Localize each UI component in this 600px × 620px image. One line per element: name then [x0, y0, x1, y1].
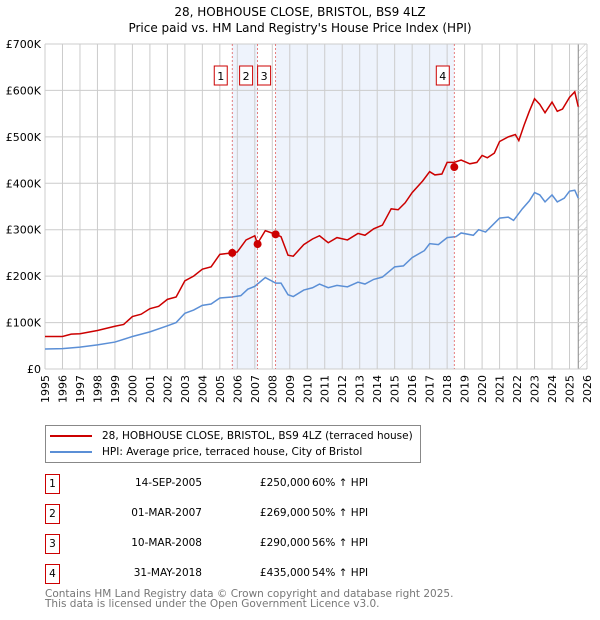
y-tick-label: £700K [6, 38, 42, 51]
sale-row: 4 31-MAY-2018 £435,000 54% ↑ HPI [45, 564, 465, 584]
y-tick-label: £600K [6, 84, 42, 97]
sale-row: 3 10-MAR-2008 £290,000 56% ↑ HPI [45, 534, 465, 554]
price-chart: 28, HOBHOUSE CLOSE, BRISTOL, BS9 4LZ Pri… [6, 5, 594, 403]
y-tick-label: £0 [27, 363, 41, 376]
shaded-range [275, 44, 455, 369]
sale-price: £269,000 [259, 507, 310, 519]
x-tick-label: 2017 [424, 375, 437, 403]
chart-title: 28, HOBHOUSE CLOSE, BRISTOL, BS9 4LZ [174, 5, 425, 19]
x-tick-label: 2012 [336, 375, 349, 403]
sale-point [450, 163, 459, 172]
sale-hpi: 56% ↑ HPI [312, 537, 369, 549]
sale-marker-label: 3 [261, 70, 268, 83]
shaded-range [232, 44, 258, 369]
hpi-line [44, 189, 579, 350]
property-price-line [45, 90, 579, 338]
sale-date: 01-MAR-2007 [131, 507, 202, 519]
sale-row: 1 14-SEP-2005 £250,000 60% ↑ HPI [45, 474, 465, 494]
sale-hpi: 54% ↑ HPI [312, 567, 369, 579]
sale-marker-label: 4 [439, 70, 446, 83]
sale-marker-label: 1 [217, 70, 224, 83]
x-tick-label: 2010 [301, 375, 314, 403]
footer-line-1: Contains HM Land Registry data © Crown c… [45, 588, 454, 600]
sale-row: 2 01-MAR-2007 £269,000 50% ↑ HPI [45, 504, 465, 524]
y-tick-label: £100K [6, 317, 42, 330]
x-tick-label: 1999 [109, 375, 122, 403]
footer-line-2: This data is licensed under the Open Gov… [45, 598, 380, 610]
sale-price: £250,000 [259, 477, 310, 489]
x-tick-label: 2009 [284, 375, 297, 403]
x-tick-label: 2013 [354, 375, 367, 403]
sale-price: £290,000 [259, 537, 310, 549]
legend-property: 28, HOBHOUSE CLOSE, BRISTOL, BS9 4LZ (te… [102, 430, 413, 442]
sale-number: 2 [45, 504, 60, 524]
x-tick-label: 2000 [126, 375, 139, 403]
x-tick-label: 2016 [406, 375, 419, 403]
forecast-hatch [578, 44, 587, 369]
sale-number: 3 [45, 534, 60, 554]
y-tick-label: £200K [6, 270, 42, 283]
x-tick-label: 2022 [511, 375, 524, 403]
sale-marker-box [213, 65, 228, 86]
sale-hpi: 60% ↑ HPI [312, 477, 369, 489]
sale-point [271, 230, 280, 239]
x-tick-label: 2024 [546, 375, 559, 403]
x-tick-label: 1998 [91, 375, 104, 403]
x-tick-label: 1997 [74, 375, 87, 403]
x-tick-label: 2023 [529, 375, 542, 403]
x-tick-label: 1995 [39, 375, 52, 403]
y-tick-label: £400K [6, 177, 42, 190]
sale-number: 1 [45, 474, 60, 494]
legend-hpi: HPI: Average price, terraced house, City… [102, 446, 363, 458]
x-tick-label: 2002 [161, 375, 174, 403]
y-tick-label: £300K [6, 224, 42, 237]
sale-number: 4 [45, 564, 60, 584]
sale-price: £435,000 [259, 567, 310, 579]
footer: Contains HM Land Registry data © Crown c… [45, 588, 454, 610]
sale-point [228, 248, 237, 257]
sale-hpi: 50% ↑ HPI [312, 507, 369, 519]
x-tick-label: 2004 [196, 375, 209, 403]
x-tick-label: 2006 [231, 375, 244, 403]
legend-swatch-property [50, 435, 92, 437]
x-tick-label: 2020 [476, 375, 489, 403]
x-tick-label: 2011 [319, 375, 332, 403]
sale-date: 14-SEP-2005 [134, 477, 202, 489]
x-tick-label: 2003 [179, 375, 192, 403]
x-tick-label: 2025 [564, 375, 577, 403]
x-tick-label: 2005 [214, 375, 227, 403]
x-tick-label: 2008 [266, 375, 279, 403]
chart-subtitle: Price paid vs. HM Land Registry's House … [128, 21, 471, 35]
y-tick-label: £500K [6, 131, 42, 144]
legend-swatch-hpi [50, 451, 92, 453]
sale-marker-box [257, 65, 272, 86]
x-tick-label: 2026 [581, 375, 594, 403]
sale-point [253, 240, 262, 249]
sale-date: 31-MAY-2018 [133, 567, 202, 579]
x-tick-label: 2019 [459, 375, 472, 403]
sale-marker-box [435, 65, 450, 86]
x-tick-label: 2015 [389, 375, 402, 403]
x-tick-label: 2021 [494, 375, 507, 403]
x-tick-label: 2007 [249, 375, 262, 403]
sale-date: 10-MAR-2008 [131, 537, 202, 549]
x-tick-label: 2001 [144, 375, 157, 403]
sale-marker-box [239, 65, 254, 86]
x-tick-label: 2018 [441, 375, 454, 403]
x-tick-label: 2014 [371, 375, 384, 403]
sale-marker-label: 2 [243, 70, 250, 83]
x-tick-label: 1996 [56, 375, 69, 403]
legend: 28, HOBHOUSE CLOSE, BRISTOL, BS9 4LZ (te… [45, 425, 421, 463]
